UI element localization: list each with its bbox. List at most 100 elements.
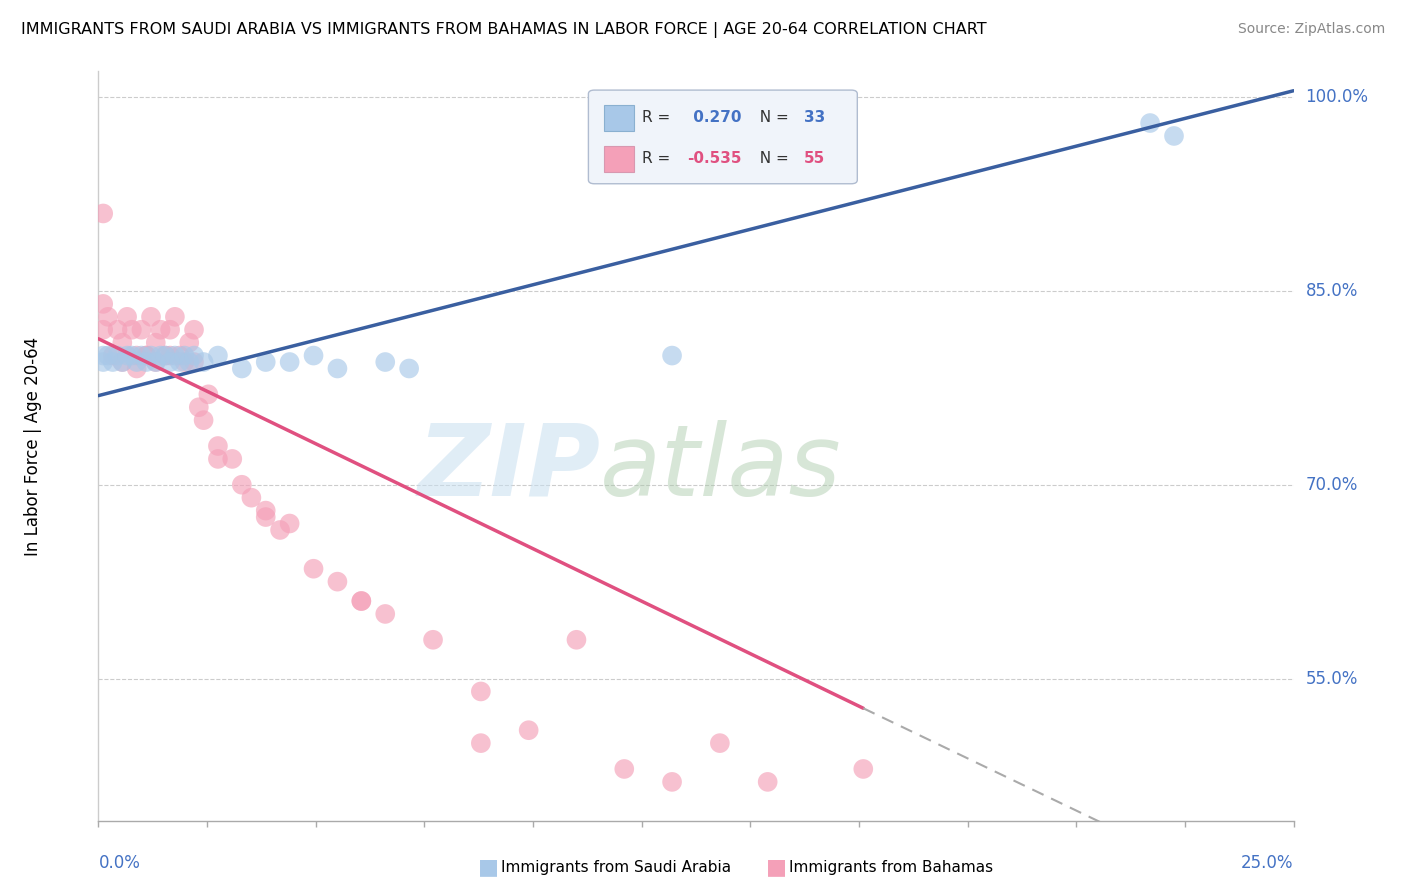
FancyBboxPatch shape xyxy=(605,145,634,172)
Text: 100.0%: 100.0% xyxy=(1306,88,1368,106)
Point xyxy=(111,335,134,350)
Point xyxy=(254,510,277,524)
Point xyxy=(613,762,636,776)
Point xyxy=(121,323,143,337)
Point xyxy=(111,355,134,369)
Point xyxy=(149,349,172,363)
Point xyxy=(115,349,138,363)
Point xyxy=(155,349,177,363)
Text: 33: 33 xyxy=(804,111,825,126)
Point xyxy=(302,349,325,363)
Point xyxy=(101,355,124,369)
Text: 70.0%: 70.0% xyxy=(1306,475,1358,494)
Point xyxy=(135,349,157,363)
Point xyxy=(139,310,162,324)
Point xyxy=(517,723,540,738)
Text: 55.0%: 55.0% xyxy=(1306,670,1358,688)
Point xyxy=(221,451,243,466)
Point xyxy=(302,562,325,576)
Point xyxy=(91,206,114,220)
Point xyxy=(756,775,779,789)
Point xyxy=(197,387,219,401)
Text: 0.270: 0.270 xyxy=(688,111,741,126)
Point xyxy=(207,439,229,453)
Point xyxy=(179,355,201,369)
Point xyxy=(193,413,215,427)
Point xyxy=(163,310,186,324)
Point xyxy=(207,451,229,466)
Text: N =: N = xyxy=(749,151,793,166)
Point xyxy=(183,355,205,369)
Text: 55: 55 xyxy=(804,151,825,166)
Point xyxy=(91,323,114,337)
Text: IMMIGRANTS FROM SAUDI ARABIA VS IMMIGRANTS FROM BAHAMAS IN LABOR FORCE | AGE 20-: IMMIGRANTS FROM SAUDI ARABIA VS IMMIGRAN… xyxy=(21,22,987,38)
Point xyxy=(169,355,191,369)
Point xyxy=(121,349,143,363)
Point xyxy=(97,310,120,324)
Point xyxy=(183,323,205,337)
Point xyxy=(159,355,181,369)
Point xyxy=(169,349,191,363)
Point xyxy=(155,349,177,363)
Point xyxy=(91,355,114,369)
Point xyxy=(145,355,167,369)
Point xyxy=(231,361,253,376)
Point xyxy=(422,632,444,647)
Text: atlas: atlas xyxy=(600,420,842,517)
Point xyxy=(145,335,167,350)
Text: In Labor Force | Age 20-64: In Labor Force | Age 20-64 xyxy=(24,336,42,556)
Point xyxy=(709,736,731,750)
Text: R =: R = xyxy=(643,151,675,166)
Point xyxy=(135,349,157,363)
Point xyxy=(398,361,420,376)
Point xyxy=(1163,128,1185,143)
Point xyxy=(193,355,215,369)
Text: ■: ■ xyxy=(478,857,499,877)
Point xyxy=(374,607,396,621)
Text: Source: ZipAtlas.com: Source: ZipAtlas.com xyxy=(1237,22,1385,37)
Point xyxy=(101,349,124,363)
Point xyxy=(145,355,167,369)
Point xyxy=(326,361,349,376)
Point xyxy=(173,355,195,369)
Text: ZIP: ZIP xyxy=(418,420,600,517)
Point xyxy=(179,335,201,350)
Point xyxy=(278,355,301,369)
Point xyxy=(231,477,253,491)
Point xyxy=(269,523,291,537)
Point xyxy=(149,323,172,337)
Point xyxy=(91,297,114,311)
Point xyxy=(661,775,683,789)
Point xyxy=(107,349,129,363)
Point xyxy=(163,349,186,363)
Point xyxy=(115,310,138,324)
Point xyxy=(1139,116,1161,130)
Point xyxy=(139,349,162,363)
Text: 0.0%: 0.0% xyxy=(98,855,141,872)
Point xyxy=(97,349,120,363)
Point xyxy=(374,355,396,369)
Point xyxy=(565,632,588,647)
Point xyxy=(254,503,277,517)
Point xyxy=(125,349,148,363)
Point xyxy=(131,349,153,363)
Point xyxy=(135,355,157,369)
Text: 25.0%: 25.0% xyxy=(1241,855,1294,872)
Point xyxy=(159,323,181,337)
Point xyxy=(91,349,114,363)
Text: -0.535: -0.535 xyxy=(688,151,742,166)
Text: 85.0%: 85.0% xyxy=(1306,282,1358,300)
Point xyxy=(326,574,349,589)
Point xyxy=(207,349,229,363)
Text: Immigrants from Bahamas: Immigrants from Bahamas xyxy=(789,860,993,874)
Point xyxy=(350,594,373,608)
Point xyxy=(173,349,195,363)
Point xyxy=(661,349,683,363)
Point xyxy=(125,361,148,376)
FancyBboxPatch shape xyxy=(605,105,634,131)
Point xyxy=(254,355,277,369)
Point xyxy=(131,323,153,337)
Point xyxy=(350,594,373,608)
Point xyxy=(852,762,875,776)
Point xyxy=(183,349,205,363)
